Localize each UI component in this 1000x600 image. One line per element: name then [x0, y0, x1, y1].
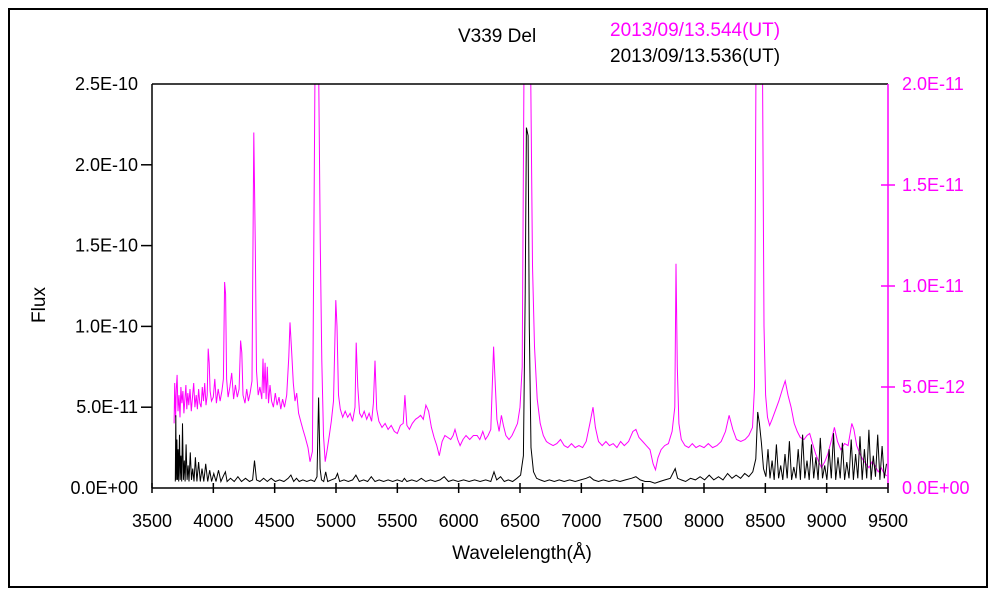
legend: 2013/09/13.544(UT) 2013/09/13.536(UT) — [610, 18, 780, 70]
x-tick-label: 9500 — [868, 511, 908, 531]
x-tick-label: 4000 — [193, 511, 233, 531]
y-right-tick-label: 2.0E-11 — [902, 74, 964, 94]
y-left-tick-label: 2.0E-10 — [75, 155, 138, 175]
y-right-tick-label: 1.5E-11 — [902, 175, 964, 195]
x-tick-label: 9000 — [807, 511, 847, 531]
x-tick-label: 6000 — [439, 511, 479, 531]
x-tick-label: 3500 — [132, 511, 172, 531]
series-line-magenta-13544 — [173, 84, 888, 477]
x-tick-label: 8500 — [745, 511, 785, 531]
y-left-tick-label: 0.0E+00 — [70, 478, 138, 498]
x-tick-label: 4500 — [255, 511, 295, 531]
series-line-black-13536 — [174, 127, 887, 484]
x-tick-label: 7000 — [561, 511, 601, 531]
x-axis-title-wavelength: Wavelelength(Å) — [452, 543, 592, 564]
y-axis-title-flux: Flux — [29, 287, 50, 323]
x-tick-label: 7500 — [623, 511, 663, 531]
y-right-tick-label: 0.0E+00 — [902, 478, 970, 498]
y-right-tick-label: 1.0E-11 — [902, 276, 964, 296]
y-left-tick-label: 1.0E-10 — [75, 316, 138, 336]
y-left-tick-label: 2.5E-10 — [75, 74, 138, 94]
y-left-tick-label: 5.0E-11 — [76, 397, 138, 417]
x-tick-label: 5000 — [316, 511, 356, 531]
legend-entry-spectrum-13536: 2013/09/13.536(UT) — [610, 46, 781, 67]
x-tick-label: 6500 — [500, 511, 540, 531]
x-tick-label: 5500 — [377, 511, 417, 531]
legend-entry-spectrum-13544: 2013/09/13.544(UT) — [610, 20, 781, 41]
y-right-tick-label: 5.0E-12 — [902, 377, 965, 397]
chart-title: V339 Del — [458, 26, 537, 47]
x-tick-label: 8000 — [684, 511, 724, 531]
y-left-tick-label: 1.5E-10 — [75, 236, 138, 256]
